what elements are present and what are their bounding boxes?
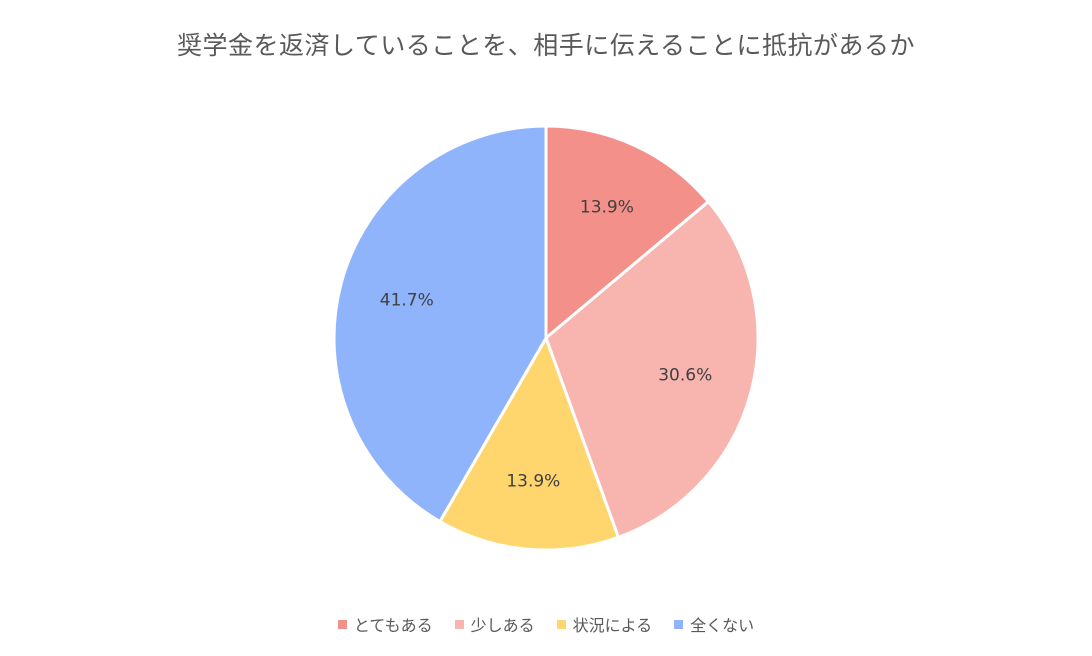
pie-labels: 13.9% 30.6% 13.9% 41.7%: [380, 197, 712, 491]
pie-slice-1: [544, 200, 760, 539]
legend-swatch-1: [454, 619, 464, 629]
slice-value-label-1: 30.6%: [658, 365, 712, 385]
legend-label-3: 全くない: [690, 616, 755, 635]
slice-value-label-2: 13.9%: [506, 472, 560, 492]
slice-value-label-3: 41.7%: [380, 291, 434, 311]
legend-item-0: とてもある: [337, 612, 433, 636]
pie-slice-2: [438, 336, 620, 552]
pie-slice-0: [544, 124, 710, 340]
legend-swatch-2: [556, 619, 566, 629]
legend-item-3: 全くない: [674, 612, 754, 636]
legend-label-1: 少しある: [470, 616, 535, 635]
chart-title: 奨学金を返済していることを、相手に伝えることに抵抗があるか: [176, 31, 915, 60]
pie-slices: [332, 124, 760, 552]
legend: とてもある 少しある 状況による 全くない: [0, 612, 1092, 636]
pie-chart: 13.9% 30.6% 13.9% 41.7%: [332, 124, 760, 552]
legend-item-2: 状況による: [556, 612, 653, 636]
legend-swatch-3: [674, 619, 684, 629]
legend-label-0: とてもある: [353, 616, 433, 635]
legend-label-2: 状況による: [572, 616, 653, 635]
legend-item-1: 少しある: [454, 612, 535, 636]
slice-value-label-0: 13.9%: [580, 197, 634, 217]
legend-swatch-0: [337, 619, 347, 629]
pie-slice-3: [332, 124, 548, 524]
